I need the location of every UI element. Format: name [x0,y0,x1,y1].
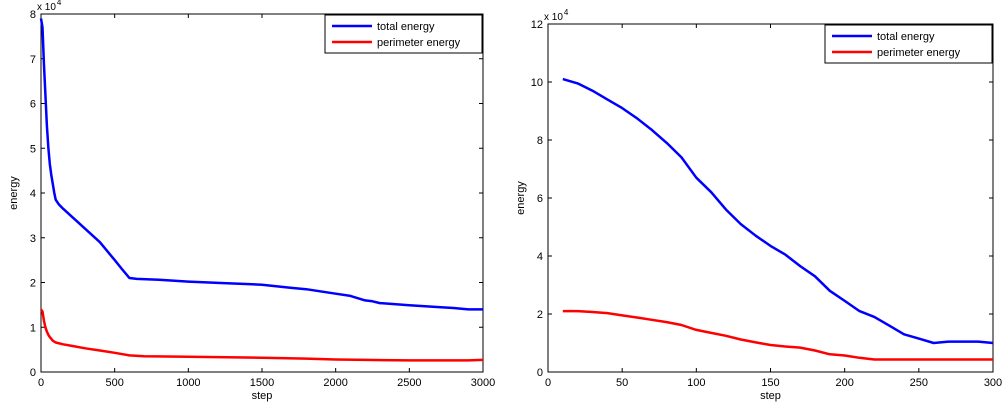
chart-2-xtick-label: 250 [910,377,928,389]
chart-2-plot-frame [547,23,994,373]
chart-2-ytick-label: 10 [531,77,543,89]
chart-1-ytick-label: 7 [30,54,36,66]
chart-2-xtick-label: 200 [835,377,853,389]
chart-1-legend: total energy perimeter energy [324,14,483,54]
chart-2-x-axis-label: step [760,390,781,402]
chart-2-xtick-label: 100 [687,377,705,389]
chart-1-xtick-label: 2000 [323,377,347,389]
chart-1-legend-label-total: total energy [377,21,435,33]
chart-1-y-axis-label: energy [8,176,20,210]
chart-1-x-axis-label: step [252,390,273,402]
chart-1-ytick-label: 4 [30,188,36,200]
chart-1-xtick-label: 2500 [397,377,421,389]
chart-1-xtick-label: 1000 [176,377,200,389]
chart-1-ytick-label: 1 [30,322,36,334]
chart-1-ytick-label: 0 [30,367,36,379]
chart-2-ytick-label: 2 [537,309,543,321]
chart-1-xtick-label: 3000 [471,377,495,389]
chart-1-ytick-label: 6 [30,99,36,111]
chart-2-y-axis-label: energy [515,181,527,215]
chart-2-xtick-label: 150 [761,377,779,389]
chart-1-xtick-label: 1500 [250,377,274,389]
chart-2-series-total-energy-line [562,77,994,345]
chart-1-axis-multiplier: x 104 [37,0,62,13]
chart-1-plot-frame [40,13,484,373]
chart-1-ytick-label: 3 [30,233,36,245]
chart-2-legend-label-total: total energy [877,31,935,43]
chart-2-ytick-label: 0 [537,367,543,379]
chart-2-ytick-label: 6 [537,193,543,205]
chart-1-ytick-label: 8 [30,9,36,21]
chart-2-ytick-label: 12 [531,19,543,31]
chart-1-legend-box [324,14,483,54]
chart-1-multiplier-exponent: 4 [57,0,62,7]
chart-1-ytick-label: 2 [30,278,36,290]
chart-1-series-perimeter-energy-line [39,308,484,362]
chart-1-legend-label-perimeter: perimeter energy [377,37,461,49]
chart-1-ytick-label: 5 [30,143,36,155]
chart-2-ytick-label: 8 [537,135,543,147]
chart-1-multiplier-base: x 10 [37,2,56,13]
chart-2-xtick-label: 0 [545,377,551,389]
chart-1-series-total-energy-line [39,18,483,311]
chart-2-xtick-label: 50 [616,377,628,389]
chart-2-legend-box [824,24,993,64]
chart-2-xtick-label: 300 [984,377,1002,389]
chart-1-xtick-label: 0 [38,377,44,389]
chart-2-ytick-label: 4 [537,251,543,263]
chart-2-legend: total energy perimeter energy [824,24,993,64]
chart-1-xtick-label: 500 [105,377,123,389]
chart-2-legend-label-perimeter: perimeter energy [877,47,961,59]
chart-2-multiplier-exponent: 4 [564,8,569,17]
chart-2-axis-multiplier: x 104 [544,8,569,23]
chart-2-series-perimeter-energy-line [562,309,993,361]
chart-2-multiplier-base: x 10 [544,12,563,23]
